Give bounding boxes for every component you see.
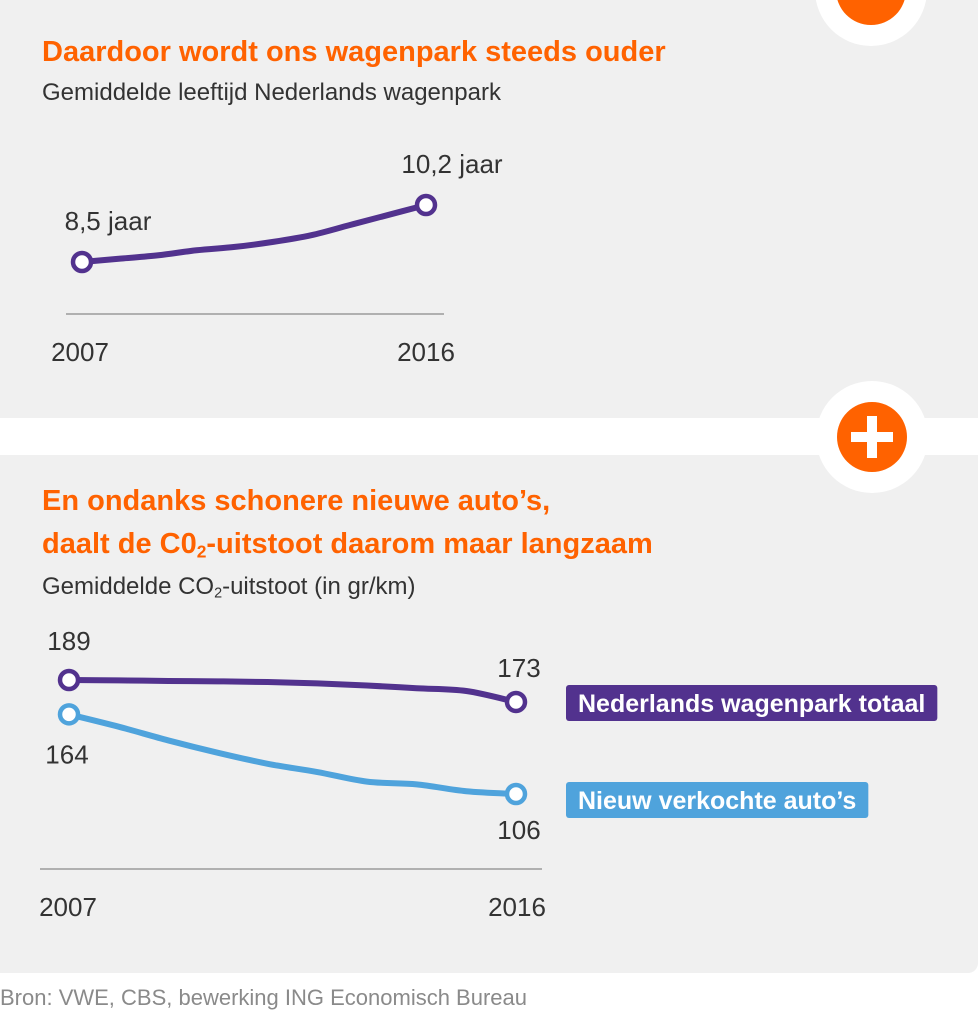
data-label: 8,5 jaar (65, 206, 152, 236)
data-point (504, 690, 528, 714)
co2-chart-title-line1: En ondanks schonere nieuwe auto’s, (42, 485, 551, 517)
legend-swatch (566, 782, 869, 818)
x-tick-label: 2016 (397, 337, 455, 367)
age-chart-panel (0, 0, 978, 418)
data-point (414, 193, 438, 217)
series-line (79, 202, 429, 265)
data-point (70, 250, 94, 274)
data-point (504, 782, 528, 806)
series-line (66, 677, 519, 705)
data-point (57, 703, 81, 726)
co2-chart-title-line2: daalt de C02-uitstoot daarom maar langza… (42, 528, 653, 562)
age-chart-title: Daardoor wordt ons wagenpark steeds oude… (42, 36, 666, 68)
data-point (57, 668, 81, 692)
data-label: 106 (497, 815, 540, 845)
x-tick-label: 2007 (39, 892, 97, 922)
legend-label: Nederlands wagenpark totaal (578, 690, 925, 718)
data-label: 173 (497, 653, 540, 683)
age-line-chart: 2007 2016 8,5 jaar 10,2 jaar (51, 149, 503, 367)
data-label: 10,2 jaar (401, 149, 503, 179)
x-tick-label: 2016 (488, 892, 546, 922)
series-line (66, 711, 519, 797)
source-note: Bron: VWE, CBS, bewerking ING Economisch… (0, 985, 527, 1010)
legend-swatch (566, 685, 938, 721)
legend-item: Nieuw verkochte auto’s (566, 782, 869, 818)
legend-label: Nieuw verkochte auto’s (578, 787, 856, 815)
x-tick-label: 2007 (51, 337, 109, 367)
plus-glyph (851, 416, 893, 458)
plus-icon (837, 402, 907, 472)
data-label: 189 (47, 626, 90, 656)
co2-chart-subtitle: Gemiddelde CO2-uitstoot (in gr/km) (42, 573, 416, 602)
age-chart-subtitle: Gemiddelde leeftijd Nederlands wagenpark (42, 79, 501, 106)
data-label: 164 (45, 739, 88, 769)
legend-item: Nederlands wagenpark totaal (566, 685, 938, 721)
middle-badge (816, 381, 928, 493)
